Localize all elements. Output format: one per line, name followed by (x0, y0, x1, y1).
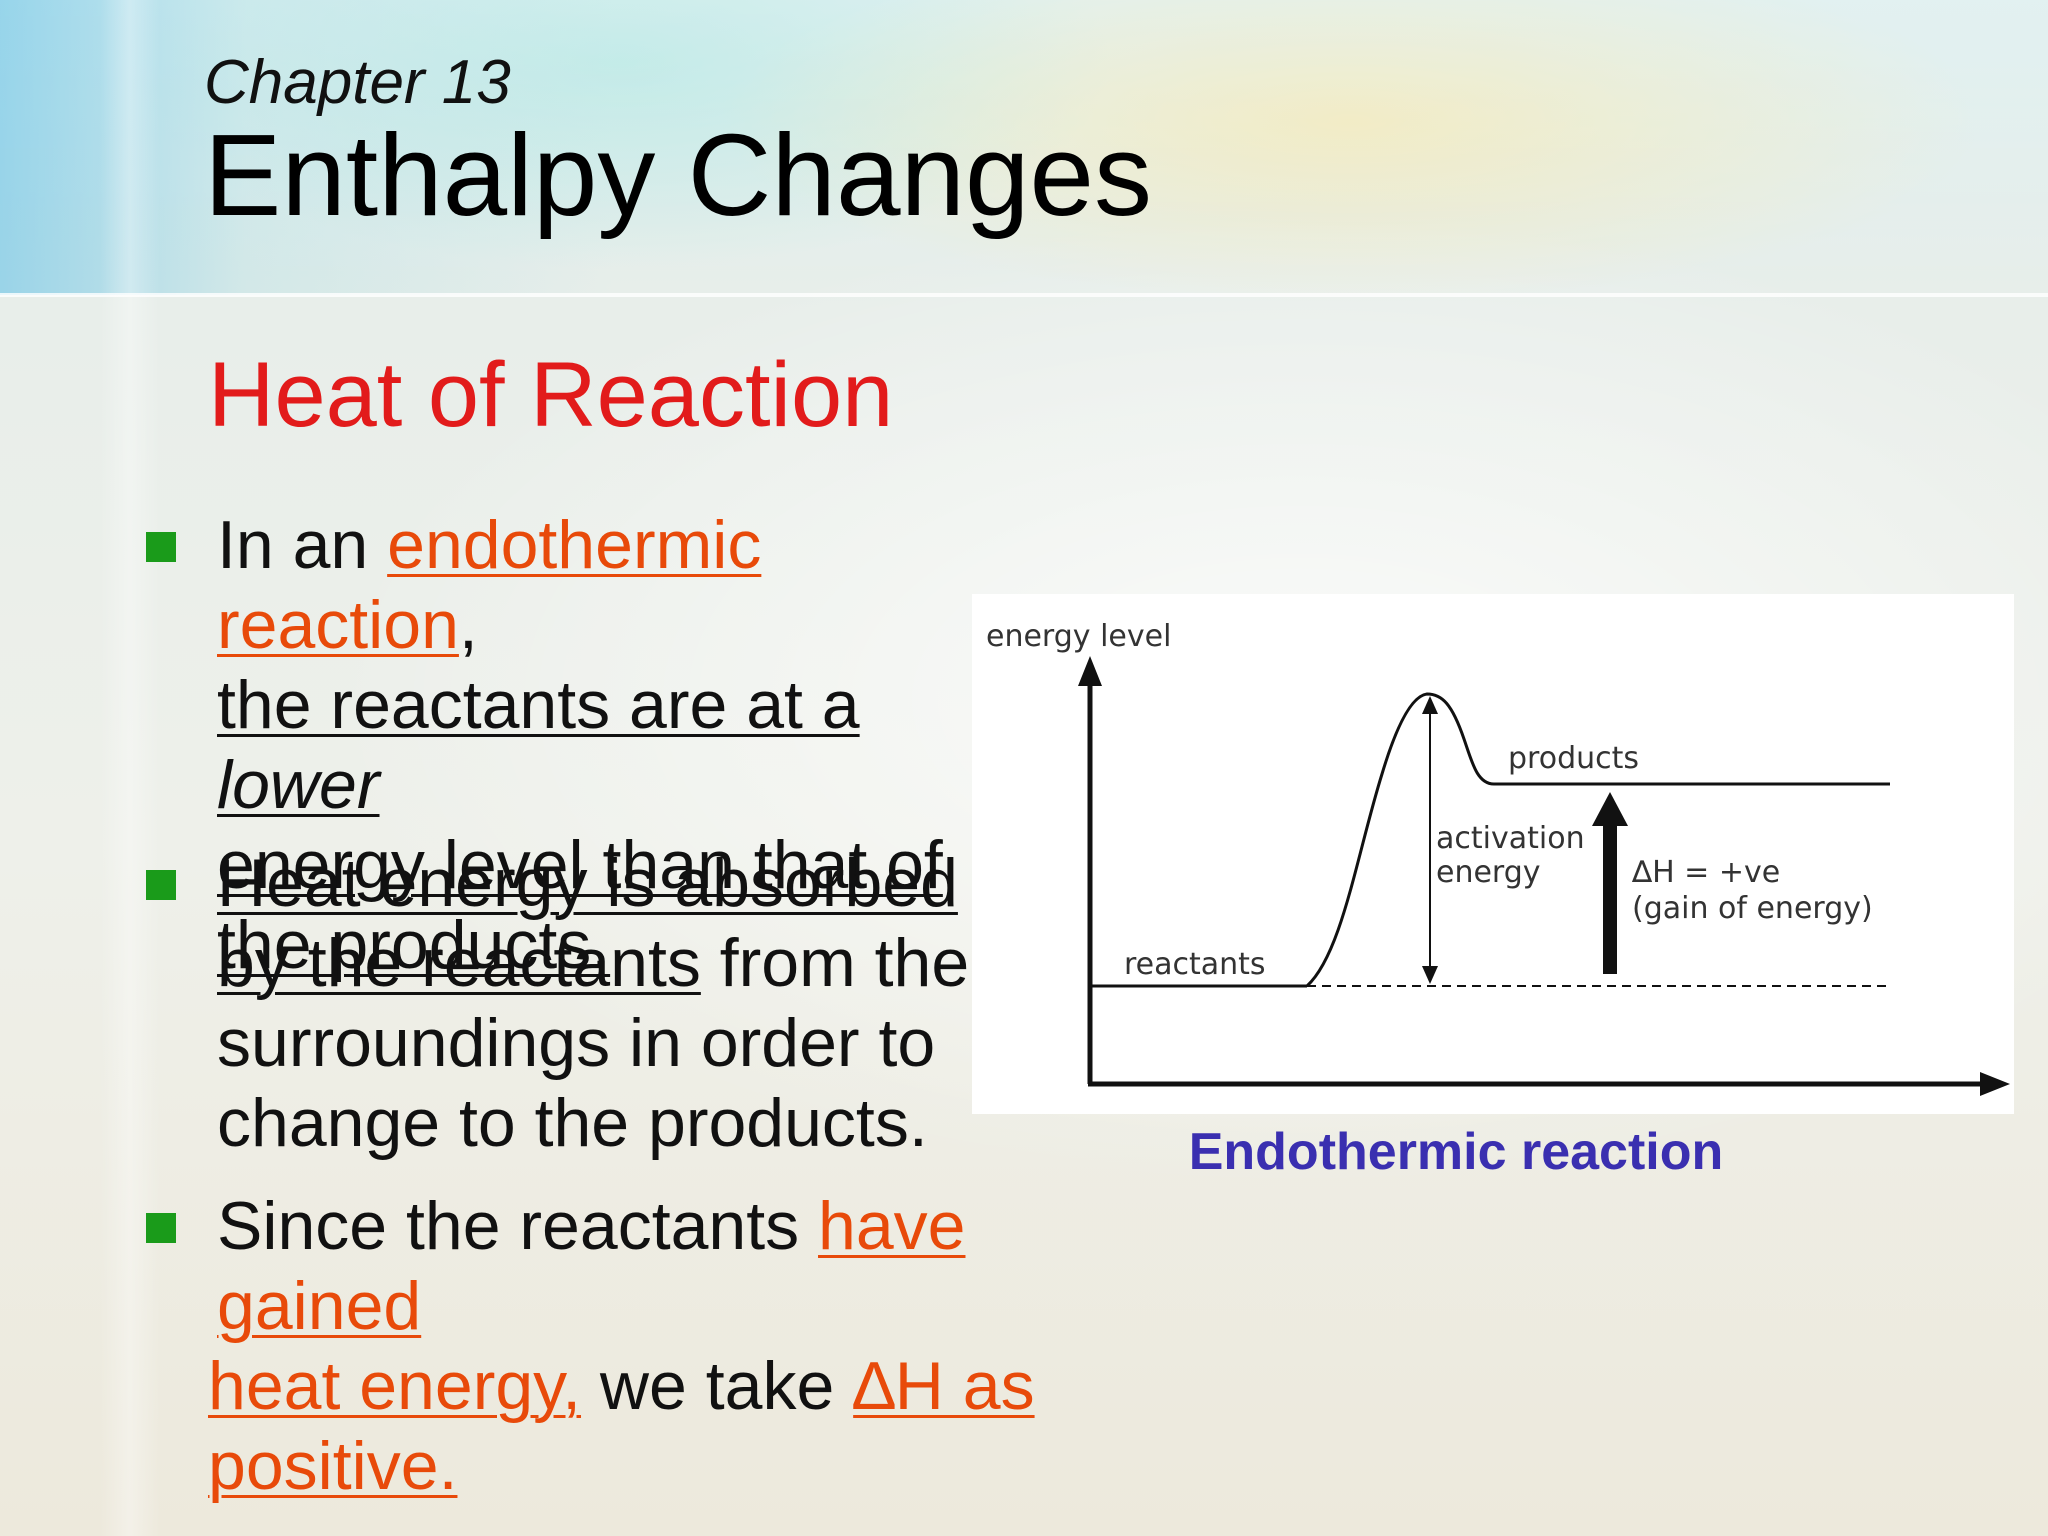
background-swoosh (100, 0, 160, 1536)
bullet-marker (146, 1213, 176, 1243)
bullet-1: In an endothermic reaction, the reactant… (217, 505, 997, 985)
header-divider (0, 293, 2048, 297)
bullet-1-line-2: the reactants are at a lower (217, 665, 997, 825)
activation-energy-label: activation (1436, 821, 1585, 856)
bullet-2-line-4: change to the products. (217, 1083, 977, 1163)
delta-h-arrow-head-icon (1592, 792, 1628, 826)
delta-h-note: (gain of energy) (1632, 891, 1873, 926)
bullet-3-text: Since the reactants (217, 1188, 819, 1264)
y-axis-arrow-icon (1078, 656, 1102, 686)
bullet-3-line-2: heat energy, we take ∆H as (208, 1346, 1108, 1426)
delta-h-link[interactable]: ∆H as (853, 1348, 1035, 1424)
bullet-1-emphasis: lower (217, 747, 380, 823)
reactants-label: reactants (1124, 947, 1266, 982)
bullet-marker (146, 532, 176, 562)
have-gained-link[interactable]: have gained (217, 1188, 966, 1344)
bullet-marker (146, 870, 176, 900)
bullet-2-text: by the reactants (217, 925, 701, 1001)
header-band (0, 0, 2048, 295)
bullet-1-text: In an (217, 507, 388, 583)
heat-energy-link[interactable]: heat energy, (208, 1348, 582, 1424)
bullet-1-line-3: energy level than that of (217, 825, 997, 905)
energy-diagram: energy level products reactants activati… (972, 594, 2014, 1114)
bullet-1-text: energy level than that of (217, 827, 943, 903)
positive-link[interactable]: positive. (208, 1428, 458, 1504)
energy-curve (1305, 692, 1495, 988)
bullet-3-text: we take (581, 1348, 854, 1424)
bullet-1-line-1: In an endothermic reaction, (217, 505, 997, 665)
energy-diagram-svg: energy level products reactants activati… (986, 619, 2010, 1096)
bullet-2-text: Heat energy is absorbed (217, 845, 958, 921)
activation-arrow-top-icon (1422, 696, 1438, 714)
bullet-2-line-1: Heat energy is absorbed (217, 843, 977, 923)
bullet-1-text: the products. (217, 907, 611, 983)
bullet-1-line-4: the products. (217, 905, 997, 985)
bullet-1-comma: , (458, 587, 478, 663)
chapter-label: Chapter 13 (204, 48, 511, 117)
products-label: products (1508, 741, 1639, 776)
bullet-2-line-3: surroundings in order to (217, 1003, 977, 1083)
delta-h-label: ∆H = +ve (1631, 855, 1780, 890)
bullet-1-text: the reactants are at a (217, 667, 860, 743)
endothermic-reaction-link[interactable]: endothermic reaction (217, 507, 762, 663)
y-axis-label: energy level (986, 619, 1171, 654)
bullet-3-line-1: Since the reactants have gained (208, 1186, 1108, 1346)
x-axis-arrow-icon (1980, 1072, 2010, 1096)
bullet-2-line-2: by the reactants from the (217, 923, 977, 1003)
bullet-3-line-3: positive. (208, 1426, 1108, 1506)
bullet-3: Since the reactants have gained heat ene… (208, 1186, 1108, 1506)
bullet-2-text: from the (700, 925, 970, 1001)
bullet-2-text: surroundings in order to (217, 1005, 936, 1081)
activation-energy-label: energy (1436, 855, 1541, 890)
slide-title: Enthalpy Changes (204, 110, 1152, 240)
bullet-2: Heat energy is absorbed by the reactants… (217, 843, 977, 1163)
diagram-caption: Endothermic reaction (1188, 1123, 1724, 1181)
bullet-2-text: change to the products. (217, 1085, 928, 1161)
section-title: Heat of Reaction (208, 344, 894, 446)
activation-arrow-bottom-icon (1422, 966, 1438, 984)
